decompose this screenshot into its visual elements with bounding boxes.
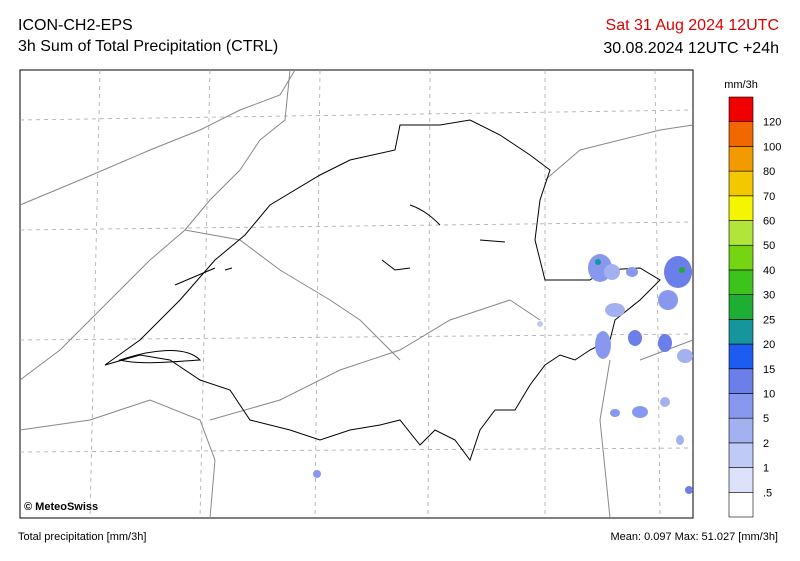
legend-swatch [728,195,754,221]
legend-swatch [728,96,754,123]
graticule [19,69,694,519]
legend-swatch [728,319,754,345]
legend-label: 80 [763,166,775,178]
legend-swatch [728,491,754,518]
legend-swatch [728,294,754,320]
legend-label: 50 [763,240,775,252]
map-frame [19,69,694,519]
map-credit: © MeteoSwiss [24,501,98,513]
footer-variable: Total precipitation [mm/3h] [18,531,146,543]
legend-label: 25 [763,314,775,326]
valid-time: Sat 31 Aug 2024 12UTC [605,17,779,34]
country-border [104,119,661,462]
run-time: 30.08.2024 12UTC +24h [603,40,779,57]
legend-label: 15 [763,364,775,376]
legend-label: 10 [763,388,775,400]
legend-swatch [728,442,754,468]
precipitation [313,254,693,494]
model-name: ICON-CH2-EPS [18,17,133,34]
legend-label: 30 [763,290,775,302]
legend-swatch [728,146,754,172]
legend-label: .5 [763,487,772,499]
legend-label: 40 [763,265,775,277]
legend-swatch [728,393,754,419]
legend-label: 60 [763,216,775,228]
legend-label: 70 [763,191,775,203]
legend-label: 100 [763,141,781,153]
legend-label: 5 [763,413,769,425]
legend-swatch [728,121,754,147]
legend-label: 2 [763,438,769,450]
legend-unit: mm/3h [724,79,758,91]
legend-label: 20 [763,339,775,351]
footer-stats: Mean: 0.097 Max: 51.027 [mm/3h] [610,531,778,543]
product-name: 3h Sum of Total Precipitation (CTRL) [18,38,279,55]
legend-label: 120 [763,117,781,129]
legend-swatch [728,220,754,246]
legend-swatch [728,269,754,295]
legend-swatch [728,368,754,394]
legend-label: 1 [763,463,769,475]
legend-swatch [728,417,754,444]
legend-swatch [728,343,754,370]
legend-swatch [728,467,754,493]
legend-swatch [728,244,754,271]
legend-swatch [728,170,754,197]
